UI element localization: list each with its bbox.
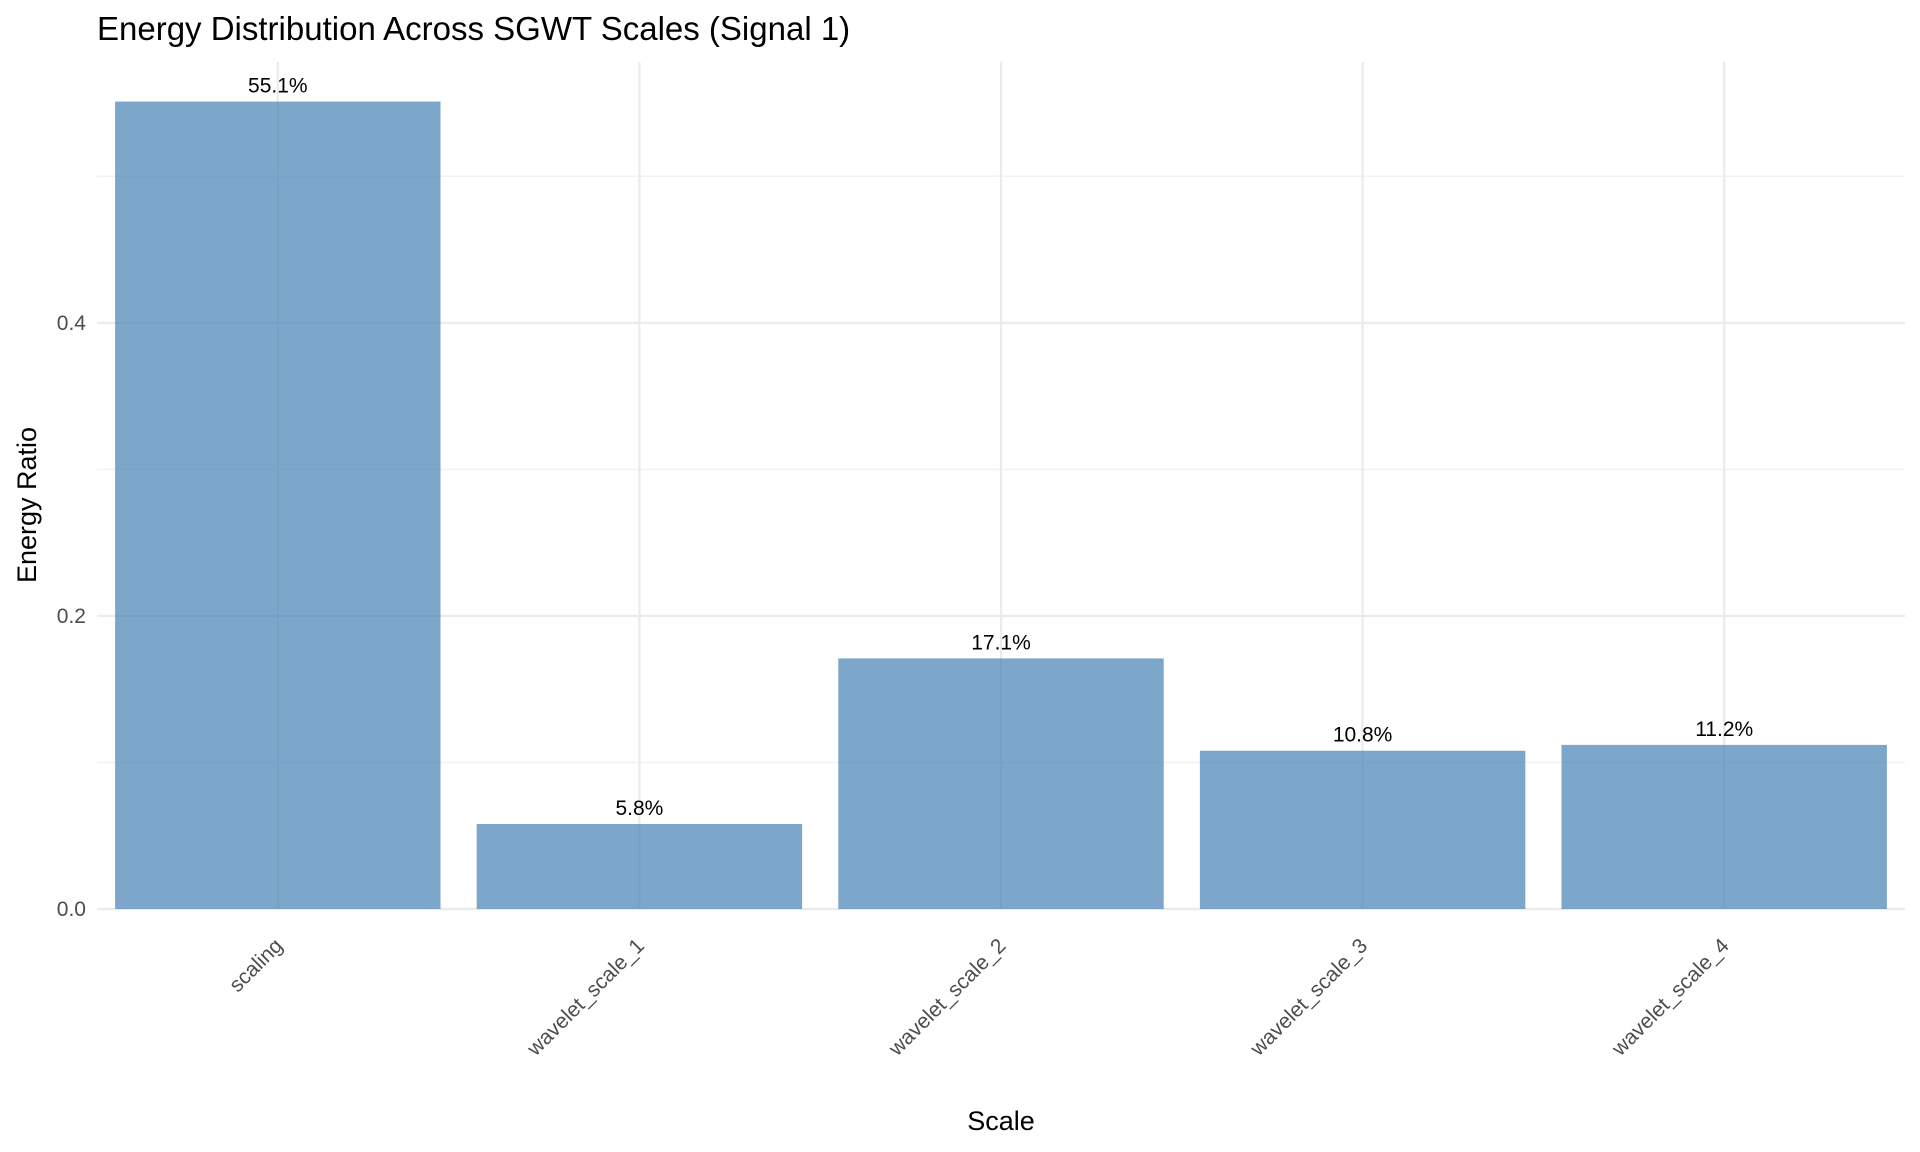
y-axis-ticks: 0.0 0.2 0.4: [57, 312, 87, 921]
bar-value-label: 17.1%: [971, 631, 1031, 654]
y-axis-title: Energy Ratio: [12, 427, 42, 583]
bar-value-label: 5.8%: [615, 797, 663, 820]
y-tick-label: 0.2: [57, 605, 86, 628]
bar-value-label: 55.1%: [248, 75, 308, 98]
x-tick-label: scaling: [225, 934, 287, 996]
chart-title: Energy Distribution Across SGWT Scales (…: [97, 10, 850, 47]
y-tick-label: 0.0: [57, 898, 86, 921]
x-axis-ticks: scaling wavelet_scale_1 wavelet_scale_2 wav…: [225, 934, 1734, 1061]
x-tick-label: wavelet_scale_2: [884, 934, 1011, 1061]
y-tick-label: 0.4: [57, 312, 87, 335]
x-axis-title: Scale: [967, 1106, 1035, 1136]
bar-value-label: 10.8%: [1333, 724, 1393, 747]
bar-value-label: 11.2%: [1695, 718, 1753, 741]
bar-wavelet-scale-3: [1199, 750, 1526, 909]
x-tick-label: wavelet_scale_4: [1607, 934, 1734, 1061]
bar-wavelet-scale-4: [1561, 744, 1887, 909]
x-tick-label: wavelet_scale_1: [522, 934, 649, 1061]
bars: [115, 101, 1887, 910]
bar-wavelet-scale-1: [476, 824, 803, 909]
bar-wavelet-scale-2: [838, 658, 1164, 909]
x-tick-label: wavelet_scale_3: [1245, 934, 1372, 1061]
data-labels: 55.1% 5.8% 17.1% 10.8% 11.2%: [248, 75, 1753, 820]
bar-scaling: [115, 101, 441, 910]
